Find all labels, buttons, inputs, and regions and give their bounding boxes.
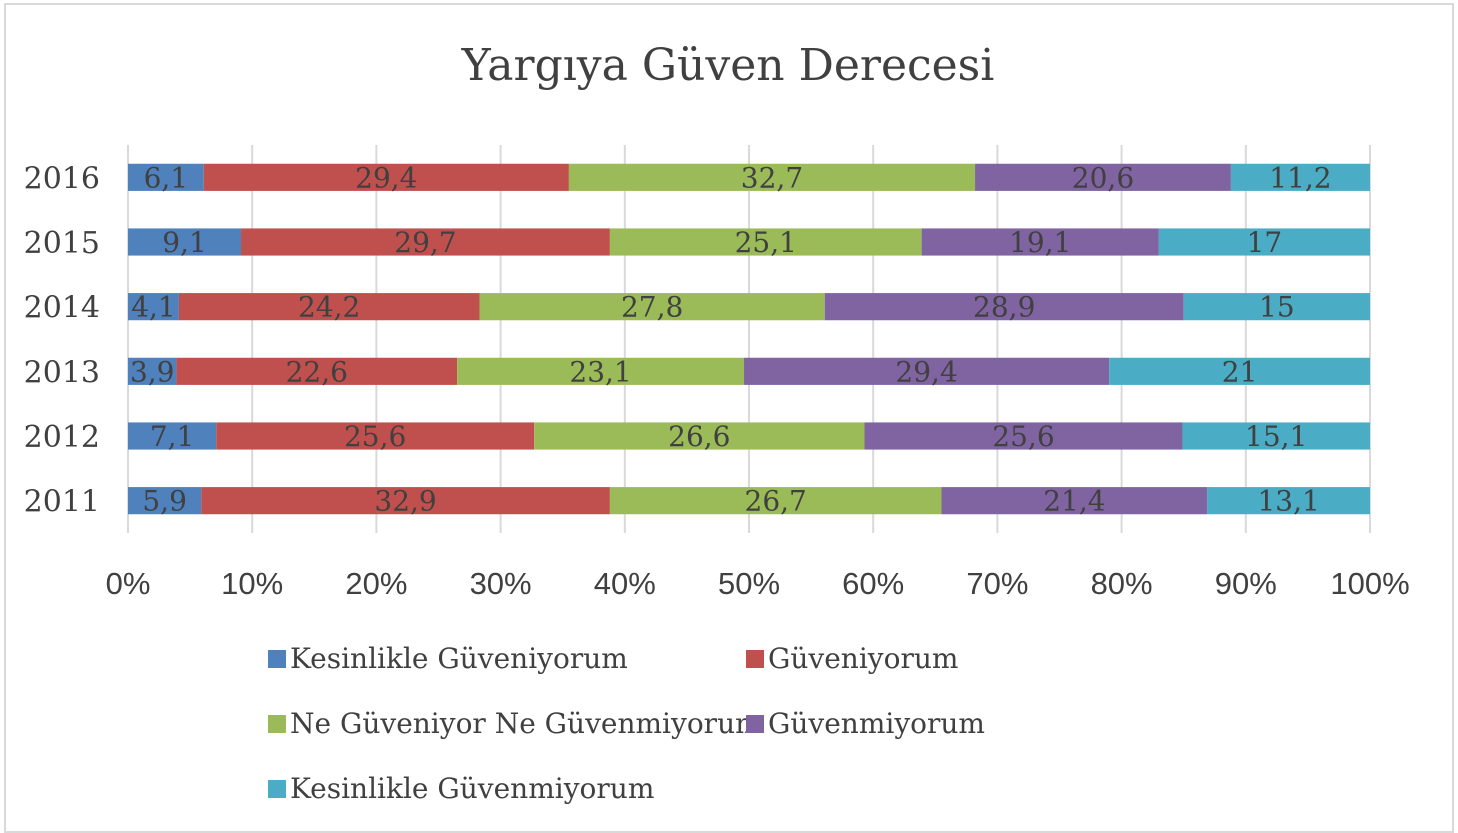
y-axis-labels: 2016 2015 2014 2013 2012 2011	[24, 161, 100, 519]
data-label: 7,1	[150, 420, 195, 453]
data-label: 9,1	[162, 226, 207, 259]
data-label: 26,6	[668, 420, 730, 453]
y-tick-label: 2014	[24, 291, 100, 326]
bar-segment	[609, 228, 922, 256]
data-label: 25,1	[735, 226, 797, 259]
data-label: 4,1	[131, 291, 176, 324]
bar-segment	[128, 228, 242, 256]
x-tick-label: 70%	[966, 566, 1028, 601]
bar-segment	[128, 163, 204, 191]
data-label: 13,1	[1257, 485, 1319, 518]
x-tick-label: 30%	[470, 566, 532, 601]
y-tick-label: 2011	[24, 485, 100, 520]
bar-segment	[568, 163, 976, 191]
data-label: 17	[1247, 226, 1283, 259]
bar-segment	[128, 487, 202, 515]
data-label: 19,1	[1009, 226, 1071, 259]
bar-segment	[178, 293, 480, 321]
data-label: 5,9	[142, 485, 187, 518]
data-label: 24,2	[298, 291, 360, 324]
legend-label: Kesinlikle Güveniyorum	[290, 642, 628, 675]
bar-segment	[941, 487, 1208, 515]
data-label: 32,7	[741, 161, 803, 194]
data-label: 15	[1259, 291, 1295, 324]
data-label: 20,6	[1072, 161, 1134, 194]
data-label: 28,9	[973, 291, 1035, 324]
data-label: 21	[1222, 355, 1258, 388]
bar-segment	[1158, 228, 1370, 256]
x-tick-label: 50%	[718, 566, 780, 601]
bar-segment	[1183, 293, 1370, 321]
chart-frame	[4, 3, 1454, 833]
chart-title: Yargıya Güven Derecesi	[461, 40, 995, 91]
bar-segment	[744, 357, 1110, 385]
bar-segment	[241, 228, 610, 256]
x-tick-label: 10%	[221, 566, 283, 601]
x-tick-label: 20%	[345, 566, 407, 601]
legend-label: Güveniyorum	[768, 642, 958, 675]
data-label: 3,9	[130, 355, 175, 388]
y-tick-label: 2016	[24, 161, 100, 196]
bar-segment	[609, 487, 942, 515]
bar-segment	[176, 357, 458, 385]
bar-segment	[457, 357, 745, 385]
x-tick-label: 80%	[1091, 566, 1153, 601]
bar-segment	[975, 163, 1231, 191]
bar-segment	[864, 422, 1183, 450]
bar-segment	[216, 422, 535, 450]
x-tick-label: 90%	[1215, 566, 1277, 601]
data-label: 23,1	[569, 355, 631, 388]
bar-segment	[201, 487, 610, 515]
data-label: 6,1	[144, 161, 189, 194]
bar-segment	[1182, 422, 1370, 450]
bar-segment	[534, 422, 865, 450]
data-label: 25,6	[344, 420, 406, 453]
legend-label: Güvenmiyorum	[768, 707, 985, 740]
bar-segment	[128, 357, 177, 385]
bar-segment	[824, 293, 1184, 321]
x-tick-label: 40%	[594, 566, 656, 601]
bar-segment	[1230, 163, 1370, 191]
data-label: 22,6	[286, 355, 348, 388]
data-label: 25,6	[992, 420, 1054, 453]
data-label: 29,7	[394, 226, 456, 259]
legend-swatch	[746, 715, 764, 733]
bar-segment	[479, 293, 825, 321]
bar-segment	[128, 422, 217, 450]
data-label: 32,9	[374, 485, 436, 518]
bar-segment	[1109, 357, 1370, 385]
legend-swatch	[268, 780, 286, 798]
legend-swatch	[268, 650, 286, 668]
y-tick-label: 2012	[24, 420, 100, 455]
x-tick-label: 60%	[842, 566, 904, 601]
grid-lines	[127, 145, 1371, 533]
data-label: 11,2	[1269, 161, 1331, 194]
x-axis-labels: 0% 10% 20% 30% 40% 50% 60% 70% 80% 90% 100%	[106, 566, 1410, 601]
bar-segment	[203, 163, 569, 191]
y-tick-label: 2015	[24, 226, 100, 261]
x-tick-label: 0%	[106, 566, 151, 601]
legend-label: Kesinlikle Güvenmiyorum	[290, 772, 654, 805]
bars: 6,1 29,4 32,7 20,6 11,2 9,1 29,7 25,1 19,1 17 4,1 2…	[128, 161, 1370, 518]
data-label: 29,4	[895, 355, 957, 388]
legend-swatch	[268, 715, 286, 733]
data-label: 21,4	[1043, 485, 1105, 518]
bar-segment	[1207, 487, 1370, 515]
x-tick-label: 100%	[1330, 566, 1409, 601]
y-tick-label: 2013	[24, 355, 100, 390]
legend-swatch	[746, 650, 764, 668]
data-label: 26,7	[745, 485, 807, 518]
legend-label: Ne Güveniyor Ne Güvenmiyorum	[290, 707, 762, 740]
data-label: 29,4	[355, 161, 417, 194]
data-label: 15,1	[1245, 420, 1307, 453]
bar-segment	[921, 228, 1159, 256]
data-label: 27,8	[621, 291, 683, 324]
bar-segment	[128, 293, 179, 321]
